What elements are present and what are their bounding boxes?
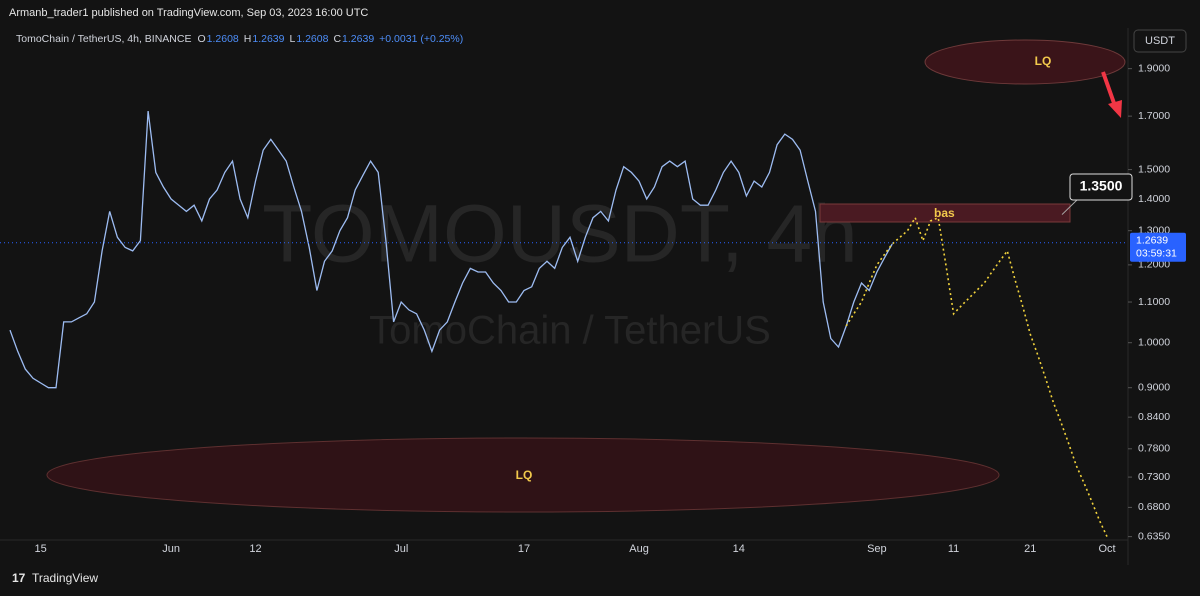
x-tick-label: Aug (629, 543, 649, 555)
callout-label: 1.3500 (1080, 178, 1123, 194)
arrow (1101, 71, 1117, 107)
logo-mark: 17 (12, 571, 26, 585)
ohlc-value: 1.2639 (342, 33, 374, 45)
callout-box (1069, 173, 1133, 201)
y-tick-label: 0.9000 (1138, 381, 1170, 393)
y-tick-label: 1.4000 (1138, 193, 1170, 205)
currency-button[interactable] (1133, 29, 1187, 53)
liquidity-zone (46, 437, 1000, 513)
y-tick-label: 0.8400 (1138, 411, 1170, 423)
ohlc-key: L (289, 33, 295, 45)
liquidity-label: LQ (516, 468, 533, 482)
y-tick-label: 1.0000 (1138, 336, 1170, 348)
x-tick-label: Jun (162, 543, 180, 555)
currency[interactable]: USDT (1145, 35, 1175, 47)
ohlc-key: H (244, 33, 252, 45)
brand: TradingView (32, 571, 98, 585)
last-price-box (1130, 232, 1186, 262)
x-tick-label: Oct (1098, 543, 1115, 555)
y-tick-label: 0.7800 (1138, 443, 1170, 455)
supply-zone (819, 203, 1071, 223)
ohlc-value: 1.2608 (207, 33, 239, 45)
x-tick-label: 12 (249, 543, 261, 555)
x-tick-label: 21 (1024, 543, 1036, 555)
y-tick-label: 1.1000 (1138, 296, 1170, 308)
ohlc-key: O (197, 33, 205, 45)
x-tick-label: 11 (948, 543, 959, 555)
y-tick-label: 1.9000 (1138, 62, 1170, 74)
ohlc-value: 1.2639 (252, 33, 284, 45)
ohlc-key: C (333, 33, 341, 45)
x-tick-label: Jul (394, 543, 408, 555)
last-price: 1.2639 (1136, 234, 1168, 246)
y-tick-label: 0.6800 (1138, 501, 1170, 513)
liquidity-zone (924, 39, 1126, 85)
ohlc-value: 1.2608 (296, 33, 328, 45)
x-tick-label: Sep (867, 543, 887, 555)
x-tick-label: 15 (35, 543, 47, 555)
symbol: TomoChain / TetherUS, 4h, BINANCE (16, 33, 191, 45)
callout-line (1061, 198, 1079, 215)
y-tick-label: 1.7000 (1138, 110, 1170, 122)
publish-info: Armanb_trader1 published on TradingView.… (9, 7, 368, 19)
x-tick-label: 14 (733, 543, 745, 555)
y-tick-label: 0.6350 (1138, 530, 1170, 542)
y-tick-label: 0.7300 (1138, 471, 1170, 483)
liquidity-label: LQ (1035, 54, 1052, 68)
legend: TomoChain / TetherUS, 4h, BINANCE O 1.260… (16, 33, 463, 45)
x-tick-label: 17 (518, 543, 530, 555)
watermark-sub: TomoChain / TetherUS (369, 309, 771, 353)
price-line (845, 215, 1108, 537)
zone-label: bas (934, 206, 955, 220)
footer (0, 565, 1200, 596)
watermark: TOMOUSDT, 4h (262, 189, 857, 280)
arrow-head (1108, 100, 1122, 118)
price-line (9, 111, 893, 389)
y-tick-label: 1.5000 (1138, 163, 1170, 175)
change: +0.0031 (+0.25%) (379, 33, 463, 45)
countdown: 03:59:31 (1136, 247, 1177, 259)
